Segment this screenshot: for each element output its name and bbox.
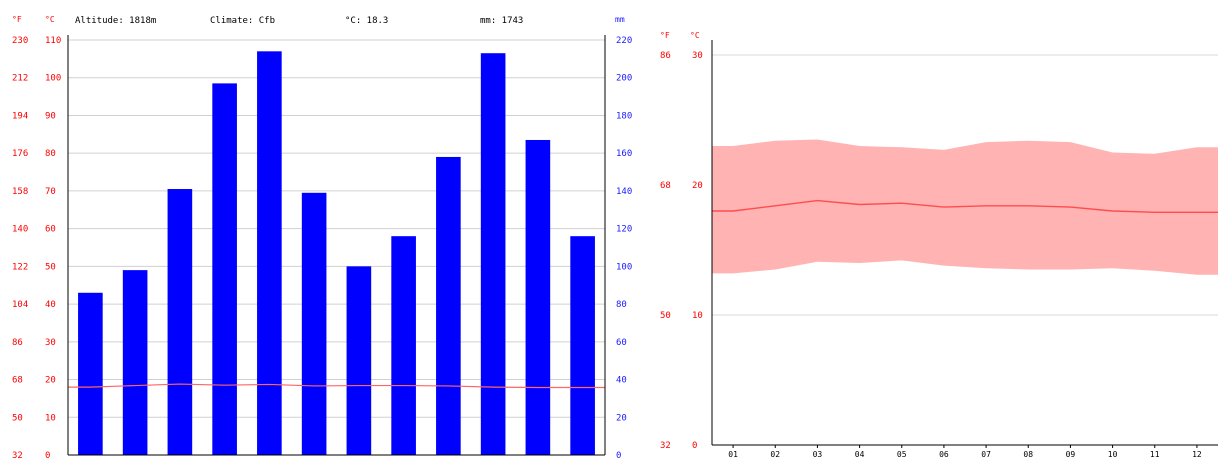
mean-temp-label: °C: 18.3 xyxy=(345,16,388,26)
precipitation-bar xyxy=(525,139,551,455)
fahrenheit-tick-label: 68 xyxy=(12,376,23,386)
fahrenheit-tick-label: 122 xyxy=(12,262,28,272)
mm-tick-label: 40 xyxy=(616,376,627,386)
month-tick-label: 02 xyxy=(770,450,780,459)
precipitation-bar xyxy=(391,236,416,455)
celsius-tick-label: 10 xyxy=(45,413,56,423)
precipitation-bar xyxy=(257,51,282,456)
celsius-tick-label: 0 xyxy=(692,441,697,451)
temperature-range-band xyxy=(712,139,1218,275)
celsius-tick-label: 10 xyxy=(692,311,703,321)
temperature-line xyxy=(68,383,605,389)
mm-tick-label: 180 xyxy=(616,111,632,121)
mean-temperature-line xyxy=(68,383,605,389)
celsius-tick-label: 60 xyxy=(45,225,56,235)
mm-tick-label: 160 xyxy=(616,149,632,159)
mm-tick-label: 200 xyxy=(616,74,632,84)
fahrenheit-tick-label: 68 xyxy=(660,181,671,191)
fahrenheit-tick-label: 86 xyxy=(660,51,671,61)
fahrenheit-tick-label: 230 xyxy=(12,36,28,46)
fahrenheit-tick-label: 86 xyxy=(12,338,23,348)
celsius-tick-label: 80 xyxy=(45,149,56,159)
celsius-tick-label: 50 xyxy=(45,262,56,272)
celsius-tick-label: 70 xyxy=(45,187,56,197)
celsius-tick-label: 100 xyxy=(45,74,61,84)
month-tick-label: 01 xyxy=(728,450,738,459)
celsius-unit-right: °C xyxy=(690,31,700,40)
mm-tick-label: 120 xyxy=(616,225,632,235)
climograph-grid xyxy=(68,39,605,456)
fahrenheit-tick-label: 50 xyxy=(660,311,671,321)
fahrenheit-unit: °F xyxy=(12,15,22,24)
month-tick-label: 07 xyxy=(981,450,991,459)
celsius-tick-label: 0 xyxy=(45,451,50,461)
month-tick-label: 04 xyxy=(855,450,865,459)
precipitation-bars xyxy=(78,51,595,456)
celsius-unit: °C xyxy=(45,15,55,24)
precipitation-bar xyxy=(78,292,103,455)
mm-tick-label: 60 xyxy=(616,338,627,348)
fahrenheit-tick-label: 176 xyxy=(12,149,28,159)
month-tick-label: 06 xyxy=(939,450,949,459)
fahrenheit-tick-label: 194 xyxy=(12,111,28,121)
mm-tick-label: 220 xyxy=(616,36,632,46)
precipitation-bar xyxy=(301,192,327,455)
fahrenheit-tick-label: 32 xyxy=(660,441,671,451)
celsius-tick-label: 20 xyxy=(45,376,56,386)
celsius-tick-label: 110 xyxy=(45,36,61,46)
fahrenheit-tick-label: 212 xyxy=(12,74,28,84)
mm-tick-label: 140 xyxy=(616,187,632,197)
fahrenheit-tick-label: 158 xyxy=(12,187,28,197)
celsius-tick-label: 30 xyxy=(692,51,703,61)
mean-temperature-line xyxy=(712,199,1218,214)
mm-tick-label: 20 xyxy=(616,413,627,423)
mm-unit: mm xyxy=(615,15,625,24)
fahrenheit-tick-label: 50 xyxy=(12,413,23,423)
celsius-tick-label: 30 xyxy=(45,338,56,348)
precipitation-bar xyxy=(480,53,506,456)
fahrenheit-tick-label: 104 xyxy=(12,300,28,310)
month-tick-label: 03 xyxy=(813,450,823,459)
month-tick-label: 10 xyxy=(1108,450,1118,459)
precipitation-bar xyxy=(346,266,372,455)
fahrenheit-tick-label: 140 xyxy=(12,225,28,235)
month-tick-label: 11 xyxy=(1150,450,1160,459)
month-tick-label: 09 xyxy=(1066,450,1076,459)
temperature-axes: 0 32 10 50 20 68 30 86 01 02 03 04 05 06 07 08 09 10 11 12 xyxy=(660,40,1218,459)
celsius-tick-label: 40 xyxy=(45,300,56,310)
celsius-tick-label: 20 xyxy=(692,181,703,191)
precipitation-bar xyxy=(212,83,237,456)
month-tick-label: 12 xyxy=(1192,450,1202,459)
mm-tick-label: 100 xyxy=(616,262,632,272)
mm-tick-label: 80 xyxy=(616,300,627,310)
precipitation-bar xyxy=(167,189,193,456)
precipitation-bar xyxy=(122,270,148,455)
fahrenheit-tick-label: 32 xyxy=(12,451,23,461)
total-precip-label: mm: 1743 xyxy=(480,16,523,26)
month-tick-label: 05 xyxy=(897,450,907,459)
temperature-chart: °F °C 0 32 10 50 20 68 30 86 01 02 03 04 05 06 07 08 09 1… xyxy=(660,31,1218,459)
precipitation-bar xyxy=(436,156,461,456)
mm-tick-label: 0 xyxy=(616,451,621,461)
altitude-label: Altitude: 1818m xyxy=(75,16,156,26)
climate-label: Climate: Cfb xyxy=(210,16,275,26)
fahrenheit-unit-right: °F xyxy=(660,31,670,40)
celsius-tick-label: 90 xyxy=(45,111,56,121)
climograph: Altitude: 1818m Climate: Cfb °C: 18.3 mm… xyxy=(12,15,632,461)
precipitation-bar xyxy=(570,236,595,455)
month-tick-label: 08 xyxy=(1023,450,1033,459)
climograph-axes: 0 32 0 10 50 20 20 68 40 30 86 60 40 104 80 50 122 100 60 1… xyxy=(12,35,632,461)
